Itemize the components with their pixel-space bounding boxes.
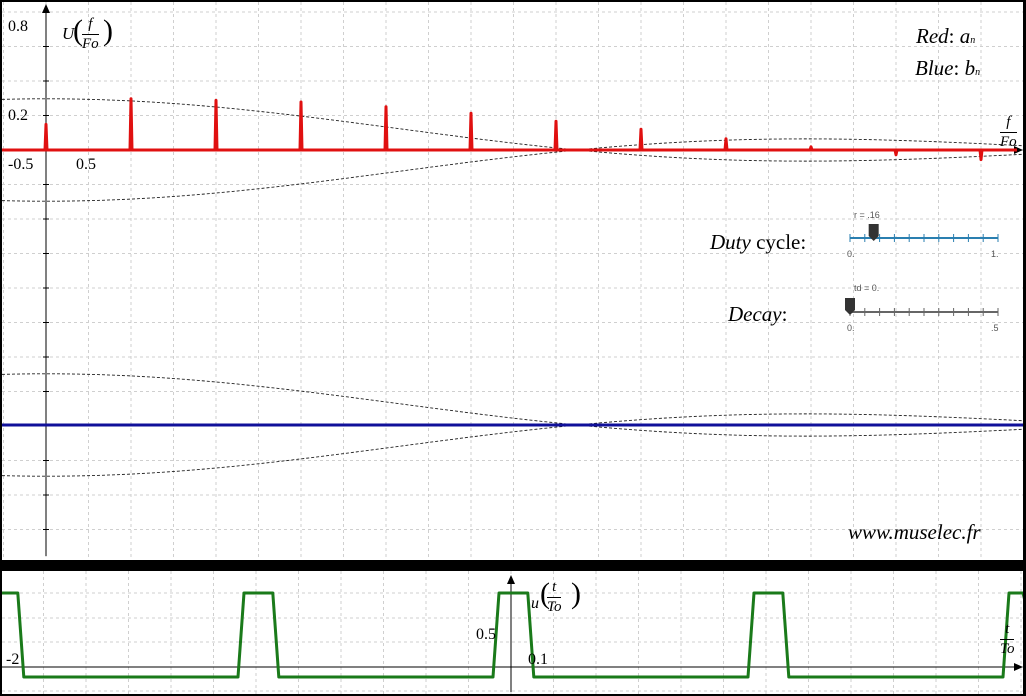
legend-red: Red: an — [916, 24, 976, 48]
time-y-fraction: t To — [547, 579, 562, 616]
duty-min-text: 0. — [847, 249, 855, 259]
time-signal-panel: u ( t To ) t To 0.5 -2 0.1 — [2, 571, 1023, 694]
time-graph — [2, 571, 1023, 694]
time-x-tick-label: 0.1 — [528, 651, 548, 668]
y-axis-arrow-icon — [42, 4, 50, 13]
duty-max-text: 1. — [991, 249, 999, 259]
left-paren-glyph: ( — [73, 14, 83, 47]
envelope-upper-an — [2, 98, 1023, 162]
envelope-upper-bn — [2, 373, 1023, 437]
decay-label-rest: : — [781, 302, 788, 326]
legend-red-subscript: n — [970, 35, 976, 46]
an-spike — [977, 148, 985, 162]
decay-min-text: 0. — [847, 323, 855, 333]
x-axis-arrow-icon — [1014, 146, 1023, 154]
pulse-waveform — [2, 591, 1023, 679]
pulse-train-line — [2, 591, 1023, 679]
an-spike — [807, 145, 815, 152]
spectrum-plot-panel: 0.8 0.2 -0.5 0.5 U ( f Fo ) f Fo Red: an… — [2, 2, 1023, 560]
right-paren-glyph: ) — [571, 577, 581, 610]
envelope-lower-bn — [2, 413, 1023, 477]
x-tick-label: 0.5 — [76, 156, 96, 173]
an-spike — [212, 98, 220, 152]
an-spike — [382, 105, 390, 152]
legend-red-symbol: a — [959, 24, 971, 48]
website-link[interactable]: www.muselec.fr — [848, 520, 981, 544]
duty-slider-thumb[interactable] — [868, 224, 879, 241]
duty-cycle-slider[interactable] — [849, 224, 999, 242]
an-spike — [467, 111, 475, 152]
x-axis-fraction: f Fo — [1000, 114, 1017, 151]
an-spike — [42, 122, 50, 152]
duty-label-italic: Duty — [710, 230, 751, 254]
right-paren-glyph: ) — [103, 14, 113, 47]
decay-label-italic: Decay — [728, 302, 782, 326]
time-x-denominator: To — [1000, 641, 1015, 657]
an-spike — [552, 119, 560, 152]
an-spike — [297, 100, 305, 152]
decay-slider-thumb[interactable] — [845, 298, 855, 315]
legend-red-word: Red — [916, 24, 949, 48]
envelope-curves — [2, 98, 1023, 477]
an-spike — [722, 137, 730, 152]
spectrum-grid — [2, 2, 1023, 560]
duty-slider-ticks — [849, 234, 999, 242]
time-x-axis-arrow-icon — [1014, 663, 1023, 671]
spectrum-graph — [2, 2, 1023, 560]
decay-slider[interactable] — [845, 298, 999, 316]
time-y-numerator: t — [552, 579, 557, 595]
y-axis-func-label: U — [62, 24, 75, 43]
time-func-label: u — [531, 595, 539, 612]
decay-max-text: .5 — [991, 323, 999, 333]
x-axis-denominator: Fo — [1000, 134, 1017, 150]
an-spike — [637, 127, 645, 152]
x-axis-numerator: f — [1006, 114, 1011, 130]
envelope-lower-an — [2, 138, 1023, 202]
legend-blue-subscript: n — [975, 67, 981, 78]
y-axis-numerator: f — [88, 16, 93, 32]
an-series — [2, 97, 1017, 162]
an-spike — [127, 97, 135, 152]
left-paren-glyph: ( — [540, 577, 550, 610]
time-y-denominator: To — [547, 599, 562, 615]
legend-blue: Blue: bn — [915, 56, 981, 80]
time-x-fraction: t To — [1000, 621, 1015, 658]
duty-value-text: r = .16 — [854, 210, 880, 220]
an-spike — [892, 148, 900, 157]
y-tick-label: 0.2 — [8, 107, 28, 124]
time-y-tick-label: 0.5 — [476, 626, 496, 643]
time-y-axis-arrow-icon — [507, 575, 515, 584]
spectrum-axes — [2, 4, 1023, 556]
time-x-tick-label: -2 — [6, 651, 20, 668]
legend-blue-symbol: b — [964, 56, 976, 80]
y-axis-denominator: Fo — [82, 36, 99, 52]
time-x-numerator: t — [1005, 621, 1010, 637]
decay-label: Decay: — [728, 302, 787, 327]
y-tick-label: 0.8 — [8, 18, 28, 35]
x-tick-label: -0.5 — [8, 156, 34, 173]
y-axis-fraction: f Fo — [82, 16, 99, 53]
duty-cycle-label: Duty cycle: — [710, 230, 806, 255]
decay-value-text: td = 0. — [854, 283, 880, 293]
duty-label-rest: cycle: — [756, 230, 807, 254]
legend-blue-word: Blue — [915, 56, 954, 80]
